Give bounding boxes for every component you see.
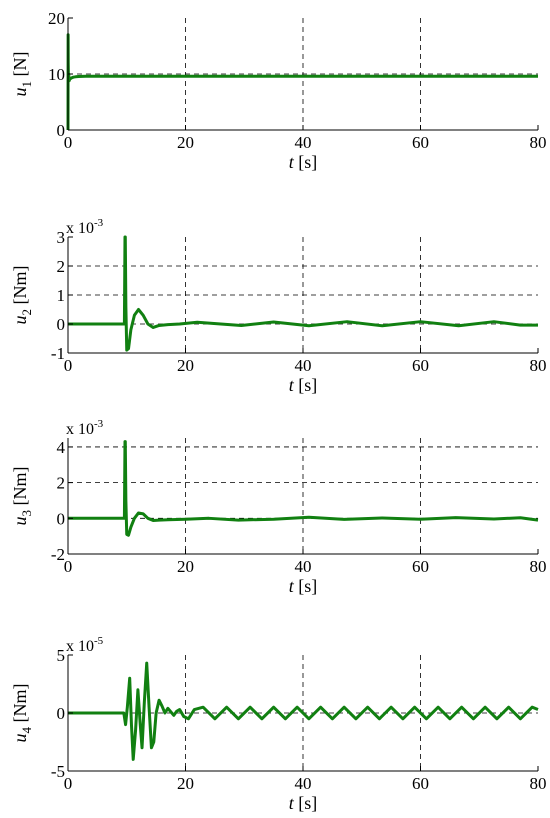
exponent-base: x 10 <box>66 220 94 237</box>
y-axis-var: u <box>10 88 30 97</box>
x-tick-label: 0 <box>64 557 73 576</box>
y-tick-label: -1 <box>51 344 65 363</box>
y-tick-label: -5 <box>51 762 65 781</box>
x-axis-unit: [s] <box>298 576 317 596</box>
x-tick-label: 20 <box>177 557 194 576</box>
y-axis-label: u1 [N] <box>10 52 34 97</box>
subplot-1: 0 20 40 60 80 0 10 20 t [s] u1 [N] <box>10 9 547 172</box>
x-tick-label: 0 <box>64 774 73 793</box>
x-axis-var: t <box>289 375 295 395</box>
exponent-label: x 10-3 <box>66 418 104 438</box>
y-tick-label: -2 <box>51 545 65 564</box>
y-axis-unit: [Nm] <box>10 684 30 723</box>
exponent-power: -3 <box>94 418 104 430</box>
x-tick-label: 0 <box>64 133 73 152</box>
exponent-label: x 10-5 <box>66 635 104 655</box>
y-tick-label: 0 <box>57 704 66 723</box>
y-tick-label: 2 <box>57 257 66 276</box>
x-axis-unit: [s] <box>298 375 317 395</box>
y-axis-label: u4 [Nm] <box>10 684 34 743</box>
x-tick-label: 60 <box>412 774 429 793</box>
y-tick-label: 0 <box>57 121 66 140</box>
y-axis-var: u <box>10 734 30 743</box>
x-tick-label: 20 <box>177 774 194 793</box>
x-tick-label: 40 <box>295 133 312 152</box>
y-tick-label: 5 <box>57 646 66 665</box>
y-axis-var: u <box>10 517 30 526</box>
x-axis-label: t [s] <box>289 152 318 172</box>
x-axis-var: t <box>289 152 295 172</box>
x-tick-label: 60 <box>412 356 429 375</box>
exponent-label: x 10-3 <box>66 217 104 237</box>
y-tick-label: 3 <box>57 228 66 247</box>
y-axis-var: u <box>10 316 30 325</box>
y-tick-label: 20 <box>48 9 65 28</box>
x-tick-label: 40 <box>295 774 312 793</box>
y-axis-subscript: 4 <box>19 727 34 734</box>
exponent-power: -3 <box>94 217 104 229</box>
x-axis-var: t <box>289 793 295 813</box>
y-tick-label: 4 <box>57 438 66 457</box>
exponent-base: x 10 <box>66 421 94 438</box>
subplot-4: 0 20 40 60 80-505 x 10-5t [s]u4 [Nm] <box>10 635 547 813</box>
exponent-power: -5 <box>94 635 104 647</box>
x-axis-var: t <box>289 576 295 596</box>
exponent-base: x 10 <box>66 638 94 655</box>
series-line <box>68 440 539 537</box>
series-line <box>68 661 539 761</box>
x-tick-label: 60 <box>412 133 429 152</box>
x-tick-label: 20 <box>177 356 194 375</box>
x-tick-label: 0 <box>64 356 73 375</box>
y-tick-label: 0 <box>57 509 66 528</box>
y-axis-unit: [Nm] <box>10 467 30 506</box>
x-tick-label: 80 <box>530 356 547 375</box>
x-tick-label: 80 <box>530 557 547 576</box>
y-axis-unit: [Nm] <box>10 266 30 305</box>
x-tick-label: 40 <box>295 557 312 576</box>
x-tick-label: 20 <box>177 133 194 152</box>
y-tick-label: 10 <box>48 65 65 84</box>
y-axis-subscript: 2 <box>19 309 34 316</box>
x-tick-label: 60 <box>412 557 429 576</box>
x-axis-label: t [s] <box>289 576 318 596</box>
y-tick-label: 2 <box>57 474 66 493</box>
x-tick-label: 80 <box>530 133 547 152</box>
y-axis-label: u3 [Nm] <box>10 467 34 526</box>
y-axis-subscript: 3 <box>19 510 34 517</box>
series-line <box>68 235 538 352</box>
y-axis-label: u2 [Nm] <box>10 266 34 325</box>
x-tick-label: 40 <box>295 356 312 375</box>
x-axis-label: t [s] <box>289 375 318 395</box>
x-tick-label: 80 <box>530 774 547 793</box>
y-axis-subscript: 1 <box>19 81 34 88</box>
y-tick-label: 0 <box>57 315 66 334</box>
x-axis-unit: [s] <box>298 152 317 172</box>
y-axis-unit: [N] <box>10 52 30 77</box>
y-tick-label: 1 <box>57 286 66 305</box>
x-axis-label: t [s] <box>289 793 318 813</box>
x-axis-unit: [s] <box>298 793 317 813</box>
